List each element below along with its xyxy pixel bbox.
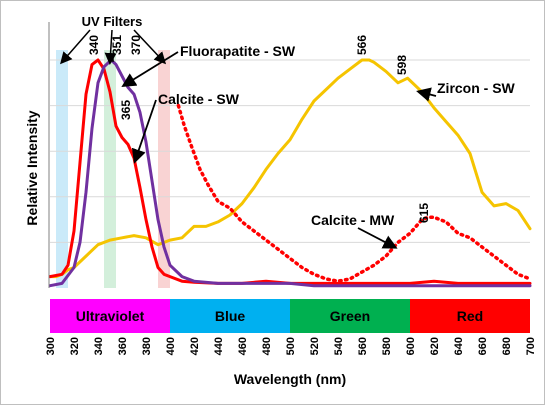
band-label-green: Green: [330, 308, 370, 324]
x-tick-labels: 300 320 340 360 380 400 420 440 460 480 500 520 540 5…: [45, 337, 537, 355]
x-tick-label: 480: [261, 337, 273, 355]
x-tick-label: 580: [381, 337, 393, 355]
series-layer: [48, 58, 532, 288]
x-tick-label: 560: [357, 337, 369, 355]
gridlines: [50, 59, 530, 243]
x-tick-label: 460: [237, 337, 249, 355]
uv-filter-region-2: [158, 50, 170, 288]
x-tick-label: 360: [117, 337, 129, 355]
peak-labels: 340 351 370 365 566 598 615: [87, 35, 431, 223]
uv-filter-region-1: [104, 50, 116, 288]
band-label-blue: Blue: [215, 308, 246, 324]
peak-label-351: 351: [110, 35, 124, 55]
x-tick-label: 640: [453, 337, 465, 355]
band-ultraviolet: [50, 299, 170, 333]
peak-label-365: 365: [119, 100, 133, 120]
peak-label-598: 598: [395, 55, 409, 75]
annotation-arrow-0: [121, 51, 179, 87]
x-tick-label: 320: [69, 337, 81, 355]
series-line-fluorapatite-sw: [48, 58, 532, 288]
peak-label-566: 566: [355, 35, 369, 55]
x-tick-label: 400: [165, 337, 177, 355]
x-tick-label: 520: [309, 337, 321, 355]
x-tick-label: 340: [93, 337, 105, 355]
uv-filters-label: UV Filters: [82, 14, 143, 29]
uv-filter-arrow-1: [104, 29, 117, 65]
x-tick-label: 500: [285, 337, 297, 355]
band-label-red: Red: [457, 308, 483, 324]
color-bands: Ultraviolet Blue Green Red: [50, 299, 530, 333]
annotation-label-fluorapatite-sw: Fluorapatite - SW: [180, 43, 296, 59]
x-tick-label: 620: [429, 337, 441, 355]
y-axis-label: Relative Intensity: [24, 110, 40, 225]
series-line-calcite-sw: [48, 58, 532, 285]
band-blue: [170, 299, 290, 333]
peak-label-370: 370: [129, 35, 143, 55]
series-line-calcite-mw: [176, 103, 532, 283]
annotation-arrow-3: [357, 227, 398, 249]
x-tick-label: 380: [141, 337, 153, 355]
x-tick-label: 660: [477, 337, 489, 355]
peak-label-615: 615: [417, 203, 431, 223]
uv-filter-arrow-0: [60, 29, 91, 65]
band-label-ultraviolet: Ultraviolet: [76, 308, 145, 324]
x-tick-label: 440: [213, 337, 225, 355]
uv-filter-region-0: [56, 50, 68, 288]
series-annotations: Fluorapatite - SW Calcite - SW Zircon - SW…: [60, 29, 516, 249]
annotation-arrow-2: [416, 87, 437, 102]
series-line-zircon-sw: [48, 58, 532, 279]
annotation-arrow-1: [131, 99, 157, 164]
x-tick-label: 680: [501, 337, 513, 355]
band-red: [410, 299, 530, 333]
x-tick-label: 600: [405, 337, 417, 355]
annotation-label-calcite-mw: Calcite - MW: [311, 212, 395, 228]
x-axis-label: Wavelength (nm): [234, 371, 346, 387]
annotation-label-calcite-sw: Calcite - SW: [158, 91, 240, 107]
x-tick-label: 300: [45, 337, 57, 355]
peak-label-340: 340: [87, 35, 101, 55]
annotation-label-zircon-sw: Zircon - SW: [437, 80, 516, 96]
band-green: [290, 299, 410, 333]
uv-filter-arrow-2: [133, 29, 167, 65]
x-tick-label: 540: [333, 337, 345, 355]
x-tick-label: 700: [525, 337, 537, 355]
x-tick-label: 420: [189, 337, 201, 355]
